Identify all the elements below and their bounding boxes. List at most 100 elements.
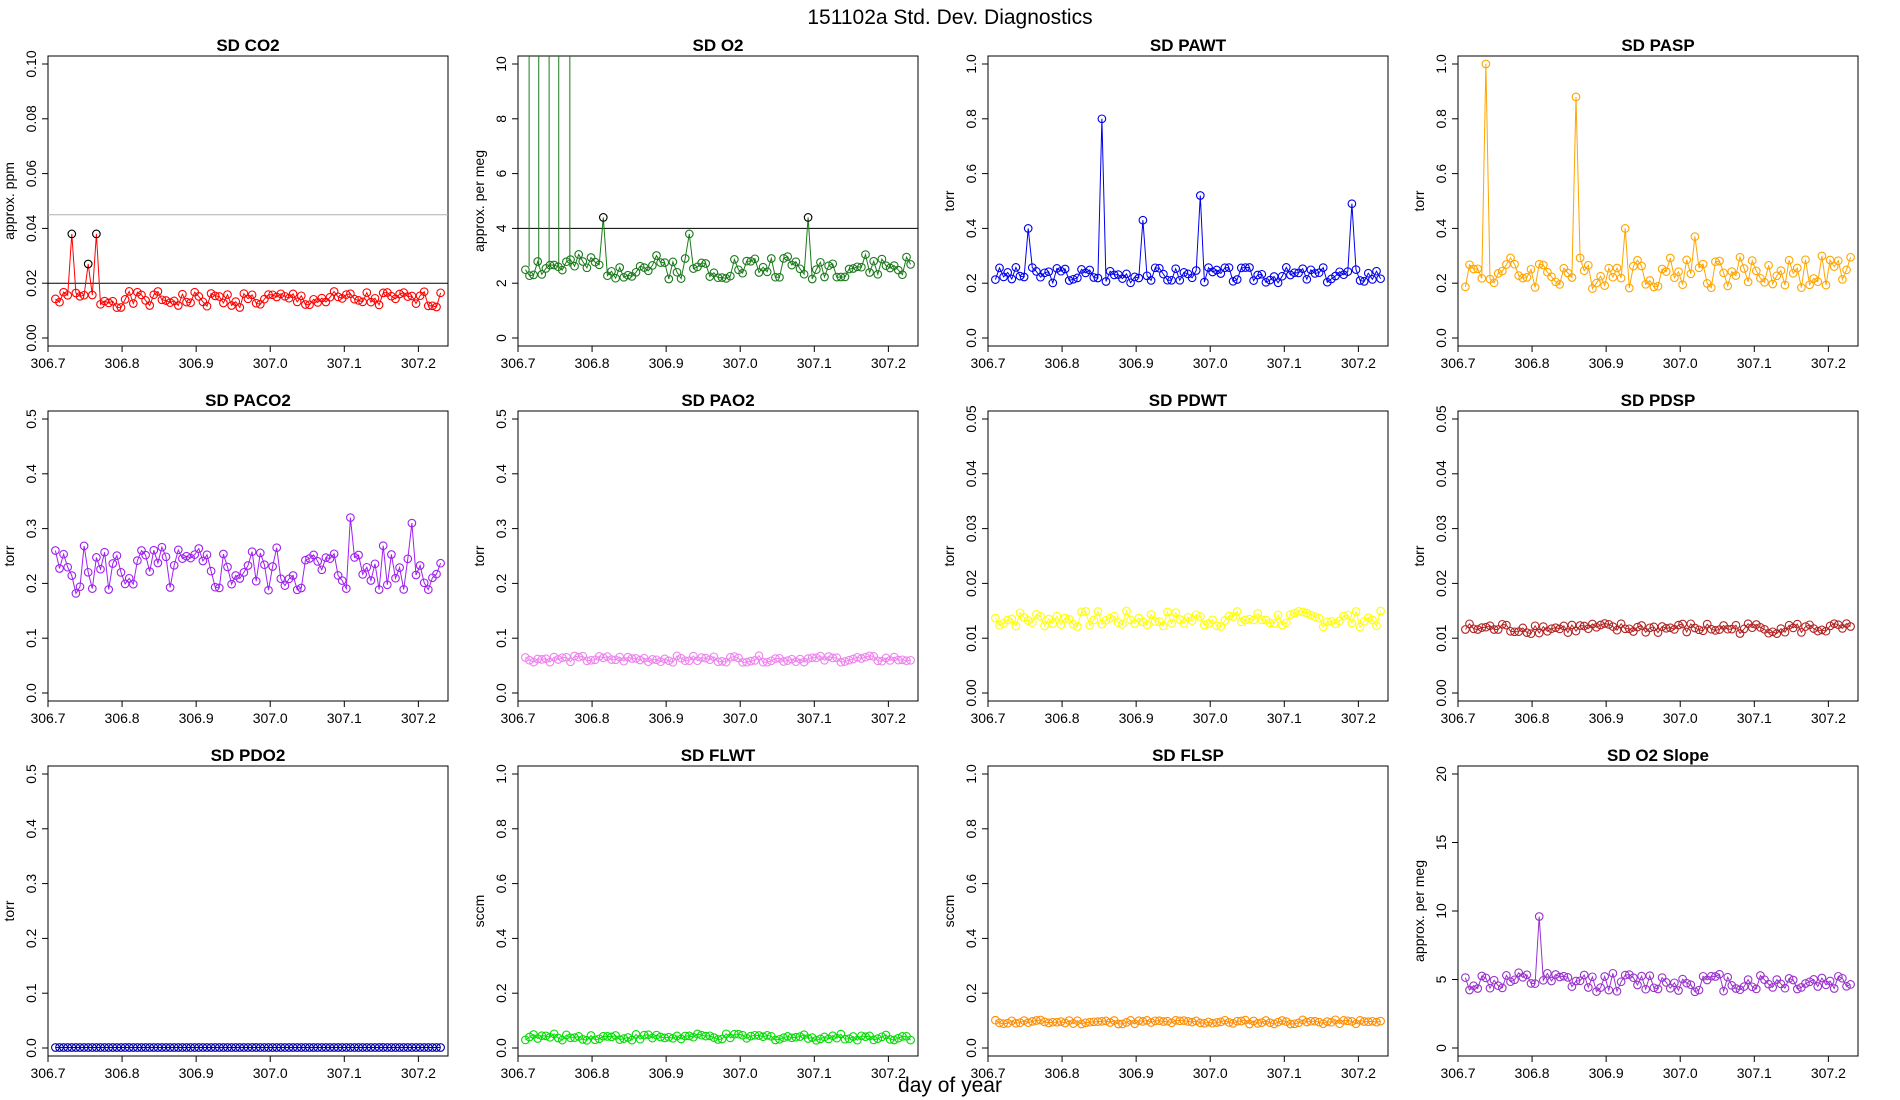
data-point (407, 291, 417, 301)
data-point (1253, 1019, 1263, 1028)
x-tick-label: 306.9 (649, 355, 684, 371)
data-point (762, 1031, 772, 1040)
data-point (836, 657, 846, 667)
data-point (231, 297, 241, 306)
data-point (1690, 987, 1700, 997)
data-point (1359, 1017, 1369, 1026)
data-point (857, 1031, 866, 1041)
data-point (1821, 280, 1831, 290)
data-point (157, 295, 167, 305)
data-point (1715, 969, 1724, 979)
x-tick-label: 307.1 (327, 355, 362, 371)
data-point (1073, 273, 1082, 283)
data-point (1269, 1019, 1279, 1029)
data-point (124, 573, 134, 583)
data-point (206, 566, 216, 576)
data-point (1637, 971, 1646, 981)
data-point (1649, 622, 1659, 632)
data-point (108, 1043, 118, 1052)
data-point (730, 652, 739, 661)
data-point (223, 1043, 232, 1052)
data-point (202, 1043, 212, 1052)
data-point (165, 583, 175, 592)
x-tick-label: 307.1 (327, 1065, 362, 1081)
series-line (54, 517, 442, 595)
data-point (1538, 260, 1548, 270)
data-point (898, 270, 907, 280)
y-axis-label: approx. per meg (1411, 860, 1427, 962)
data-point (1555, 280, 1565, 289)
data-point (1784, 974, 1794, 983)
x-tick-label: 306.9 (649, 710, 684, 726)
data-point (1813, 982, 1823, 991)
data-point (1163, 1016, 1172, 1026)
y-tick-label: 0.0 (493, 1038, 509, 1058)
data-point (1543, 969, 1552, 978)
data-point (83, 567, 93, 577)
x-tick-label: 307.0 (1663, 710, 1698, 726)
y-tick-label: 10 (493, 56, 509, 72)
data-point (1477, 971, 1487, 981)
data-point (1473, 264, 1483, 274)
plot-frame (1457, 765, 1859, 1057)
data-point (1163, 275, 1172, 285)
data-point (1657, 622, 1667, 631)
x-tick-label: 307.2 (871, 1065, 906, 1081)
data-point (1829, 262, 1839, 271)
data-point (1257, 269, 1267, 279)
data-point (1200, 1018, 1209, 1028)
data-point (1171, 264, 1181, 274)
x-tick-label: 306.7 (500, 1065, 535, 1081)
data-point (137, 1043, 146, 1052)
data-point (296, 291, 306, 301)
data-point (251, 576, 261, 586)
data-point (202, 550, 212, 560)
data-point (995, 1018, 1004, 1028)
data-point (1788, 268, 1798, 278)
data-point (999, 1019, 1008, 1029)
data-point (145, 1043, 155, 1052)
data-point (1534, 628, 1544, 638)
data-point (1641, 984, 1651, 994)
data-point (382, 1043, 392, 1052)
data-point (795, 1032, 805, 1041)
data-point (63, 290, 73, 300)
data-point (104, 1043, 114, 1052)
data-point (668, 657, 678, 667)
data-point (301, 555, 310, 565)
chart-panel: SD PDSP torr 0.00 0.01 0.02 0.03 0.04 0.05 306.7… (1411, 391, 1859, 726)
data-point (419, 287, 429, 297)
data-point (824, 652, 833, 661)
data-point (1363, 268, 1373, 278)
data-point (239, 568, 249, 577)
data-point (1191, 610, 1201, 620)
data-point (725, 271, 735, 281)
data-point (432, 569, 441, 579)
data-point (775, 1034, 784, 1044)
data-point (607, 655, 616, 664)
x-tick-label: 306.8 (575, 355, 610, 371)
data-point (1559, 621, 1569, 631)
data-point (1686, 269, 1696, 279)
data-point (1318, 1019, 1328, 1029)
x-tick-label: 306.7 (30, 1065, 65, 1081)
data-point (816, 257, 825, 267)
data-point (423, 301, 433, 311)
data-point (116, 1043, 126, 1052)
data-point (566, 1033, 575, 1043)
data-point (1661, 978, 1671, 987)
data-point (713, 273, 723, 283)
data-point (436, 288, 445, 298)
y-tick-label: 0.4 (963, 218, 979, 238)
data-point (656, 258, 665, 267)
data-point (133, 556, 142, 565)
x-tick-label: 306.9 (179, 710, 214, 726)
y-tick-label: 0.2 (23, 928, 39, 948)
data-point (309, 550, 318, 560)
x-tick-label: 307.1 (797, 1065, 832, 1081)
data-point (1731, 984, 1741, 993)
data-point (1592, 622, 1601, 632)
data-point (104, 585, 114, 594)
data-point (1792, 984, 1802, 994)
series-line (1464, 63, 1852, 290)
